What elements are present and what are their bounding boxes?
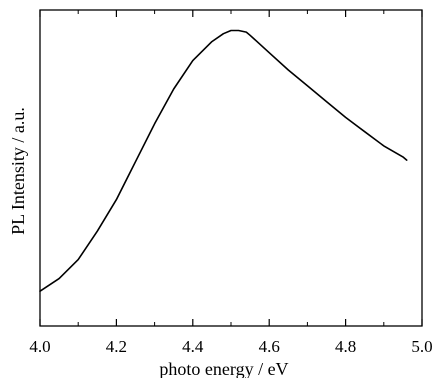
x-tick-label: 4.6	[259, 337, 280, 356]
x-tick-labels: 4.0 4.2 4.4 4.6 4.8 5.0	[29, 337, 432, 356]
x-tick-label: 4.8	[335, 337, 356, 356]
y-axis-label: PL Intensity / a.u.	[8, 107, 28, 235]
data-series	[39, 29, 408, 293]
plot-border	[39, 9, 423, 327]
x-tick-label: 4.2	[106, 337, 127, 356]
plot-frame	[39, 9, 423, 327]
x-axis-label: photo energy / eV	[159, 359, 288, 378]
x-tick-label: 4.0	[29, 337, 50, 356]
pl-intensity-line	[39, 29, 408, 293]
x-tick-label: 5.0	[411, 337, 432, 356]
x-tick-label: 4.4	[182, 337, 204, 356]
axis-ticks	[39, 10, 423, 326]
